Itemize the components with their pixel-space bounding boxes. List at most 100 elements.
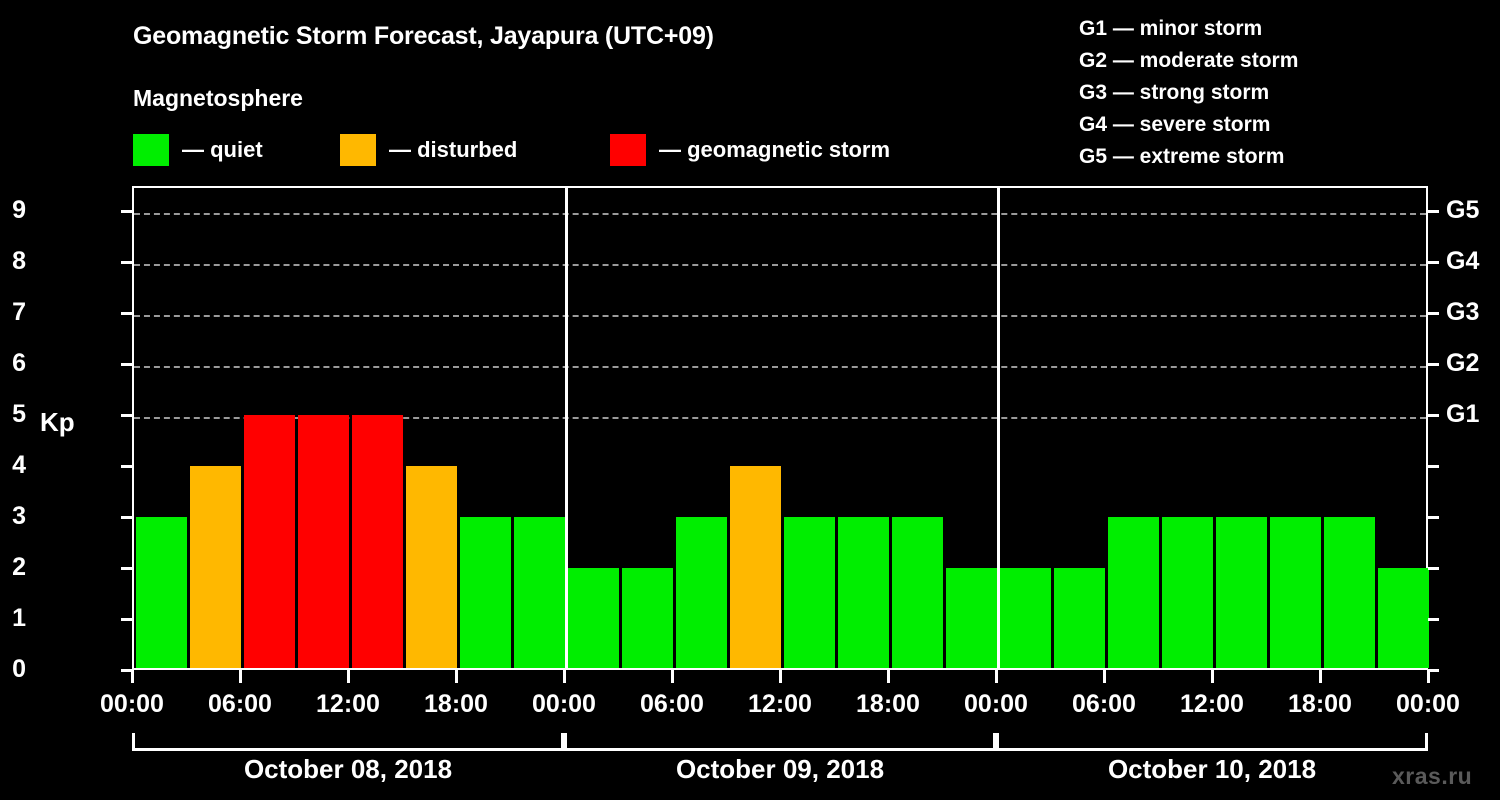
legend-swatch-geomagnetic-storm	[610, 134, 646, 166]
g-axis-tick-mark-kp-9	[1428, 210, 1439, 214]
g-axis-tick-mark-kp-4	[1428, 465, 1439, 469]
legend-label-disturbed: — disturbed	[389, 137, 518, 162]
plot-area	[132, 186, 1429, 670]
y-tick-mark-2	[121, 567, 132, 571]
g-tick-label-G1: G1	[1446, 400, 1480, 429]
x-tick-label-0: 00:00	[100, 690, 164, 718]
x-tick-mark-10	[1211, 670, 1214, 683]
legend-entry-disturbed: — disturbed	[340, 133, 517, 167]
x-tick-mark-5	[671, 670, 674, 683]
bar	[1377, 568, 1429, 668]
y-tick-label-8: 8	[12, 247, 26, 276]
gridline-kp-7	[134, 315, 1426, 318]
x-tick-mark-9	[1103, 670, 1106, 683]
x-tick-label-12: 00:00	[1396, 690, 1460, 718]
legend-label-geomagnetic-storm: — geomagnetic storm	[659, 137, 891, 162]
g-tick-label-G2: G2	[1446, 349, 1480, 378]
y-tick-mark-6	[121, 363, 132, 367]
x-tick-label-7: 18:00	[856, 690, 920, 718]
bar	[945, 568, 997, 668]
legend-label-quiet: — quiet	[182, 137, 263, 162]
x-tick-mark-1	[239, 670, 242, 683]
y-tick-mark-5	[121, 414, 132, 418]
x-tick-label-10: 12:00	[1180, 690, 1244, 718]
y-tick-mark-0	[121, 669, 132, 672]
g-axis-tick-mark-kp-5	[1428, 414, 1439, 418]
bar	[405, 466, 457, 668]
day-bracket-2	[564, 733, 996, 751]
bar	[189, 466, 241, 668]
bar	[351, 415, 403, 668]
x-tick-mark-6	[779, 670, 782, 683]
day-bracket-3	[996, 733, 1428, 751]
g-axis-tick-mark-kp-7	[1428, 312, 1439, 316]
bar	[891, 517, 943, 668]
day-caption-2: October 09, 2018	[675, 754, 885, 784]
x-tick-mark-3	[455, 670, 458, 683]
g-legend-row-4: G4 — severe storm	[1079, 113, 1271, 136]
x-tick-label-5: 06:00	[640, 690, 704, 718]
bar	[297, 415, 349, 668]
bar	[1269, 517, 1321, 668]
y-tick-label-3: 3	[12, 502, 26, 531]
g-legend-row-3: G3 — strong storm	[1079, 81, 1270, 104]
bar	[1053, 568, 1105, 668]
gridline-kp-5	[134, 417, 1426, 420]
day-separator-1	[565, 188, 568, 668]
y-tick-label-2: 2	[12, 553, 26, 582]
x-tick-mark-8	[995, 670, 998, 683]
y-tick-mark-3	[121, 516, 132, 520]
y-tick-mark-7	[121, 312, 132, 316]
y-tick-label-1: 1	[12, 604, 26, 633]
bar	[729, 466, 781, 668]
y-tick-mark-4	[121, 465, 132, 469]
g-axis-tick-mark-kp-1	[1428, 618, 1439, 622]
day-separator-2	[997, 188, 1000, 668]
bar	[783, 517, 835, 668]
bar	[243, 415, 295, 668]
g-legend-row-2: G2 — moderate storm	[1079, 49, 1299, 72]
bar	[999, 568, 1051, 668]
y-tick-label-4: 4	[12, 451, 26, 480]
day-caption-1: October 08, 2018	[243, 754, 453, 784]
day-caption-3: October 10, 2018	[1107, 754, 1317, 784]
x-tick-mark-7	[887, 670, 890, 683]
gridline-kp-6	[134, 366, 1426, 369]
bar	[675, 517, 727, 668]
x-tick-label-11: 18:00	[1288, 690, 1352, 718]
bar	[1107, 517, 1159, 668]
gridline-kp-9	[134, 213, 1426, 216]
g-legend-row-1: G1 — minor storm	[1079, 17, 1263, 40]
x-tick-mark-4	[563, 670, 566, 683]
bar	[513, 517, 565, 668]
day-bracket-1	[132, 733, 564, 751]
g-axis-tick-mark-kp-2	[1428, 567, 1439, 571]
x-tick-mark-0	[131, 670, 134, 683]
g-scale-legend: G1 — minor storm G2 — moderate storm G3 — …	[1079, 13, 1298, 173]
y-tick-mark-9	[121, 210, 132, 214]
g-legend-row-5: G5 — extreme storm	[1079, 145, 1285, 168]
magnetosphere-section-label: Magnetosphere	[133, 85, 303, 111]
bar	[135, 517, 187, 668]
watermark: xras.ru	[1392, 763, 1473, 789]
x-tick-label-8: 00:00	[964, 690, 1028, 718]
bar	[621, 568, 673, 668]
gridline-kp-8	[134, 264, 1426, 267]
x-tick-label-3: 18:00	[424, 690, 488, 718]
legend-entry-quiet: — quiet	[133, 133, 263, 167]
x-tick-mark-2	[347, 670, 350, 683]
x-tick-label-1: 06:00	[208, 690, 272, 718]
y-axis-label: Kp	[40, 407, 75, 437]
bar	[1161, 517, 1213, 668]
y-tick-mark-1	[121, 618, 132, 622]
bar	[567, 568, 619, 668]
bar	[837, 517, 889, 668]
bar	[1323, 517, 1375, 668]
x-tick-label-6: 12:00	[748, 690, 812, 718]
y-tick-label-7: 7	[12, 298, 26, 327]
g-axis-tick-mark-kp-3	[1428, 516, 1439, 520]
page-title: Geomagnetic Storm Forecast, Jayapura (UT…	[133, 22, 714, 50]
bar	[459, 517, 511, 668]
g-tick-label-G4: G4	[1446, 247, 1480, 276]
